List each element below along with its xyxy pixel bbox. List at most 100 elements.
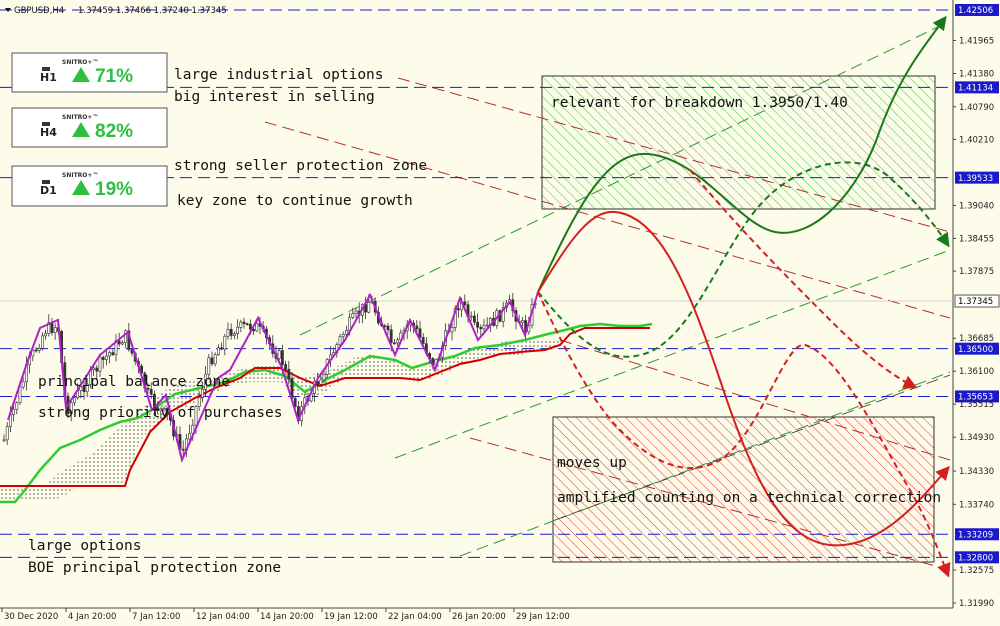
candle-body xyxy=(181,448,185,451)
indicator-box-frame xyxy=(11,107,168,148)
candle-body xyxy=(293,398,297,407)
price-tick-label: 1.38455 xyxy=(959,234,994,244)
kumo-red-line xyxy=(0,327,650,487)
price-tick-label: 1.34330 xyxy=(959,467,994,477)
annotation-balance-zone: principal balance zone xyxy=(38,374,230,390)
up-arrow-icon xyxy=(72,122,90,137)
indicator-box-icon xyxy=(42,180,50,184)
candle-body xyxy=(101,356,105,360)
candle-body xyxy=(476,321,480,328)
indicator-box-percent: 82% xyxy=(95,121,133,142)
price-axis-area xyxy=(953,0,1000,626)
candle-body xyxy=(108,352,112,357)
header-ohlc: 1.37459 1.37466 1.37240 1.37345 xyxy=(78,6,227,16)
candle-body xyxy=(421,337,425,345)
indicator-box-timeframe: H1 xyxy=(40,71,57,84)
price-tick-label: 1.36685 xyxy=(959,334,994,344)
candle-body xyxy=(44,333,48,337)
candle-body xyxy=(485,324,489,327)
candle-body xyxy=(456,308,460,311)
candle-body xyxy=(396,339,400,344)
price-tag-label: 1.39533 xyxy=(958,174,993,184)
annotations-layer: large industrial options big interest in… xyxy=(28,67,941,576)
candle-body xyxy=(92,367,96,370)
time-tick-label: 7 Jan 12:00 xyxy=(132,612,180,622)
candle-body xyxy=(34,349,38,352)
price-tag xyxy=(955,551,999,564)
candle-body xyxy=(117,340,121,345)
price-tick-label: 1.37875 xyxy=(959,267,994,277)
dropdown-triangle-icon[interactable] xyxy=(5,8,11,12)
zones-layer xyxy=(541,75,936,563)
bull-path-main xyxy=(537,15,947,293)
candle-body xyxy=(156,407,160,411)
indicator-box-h4: H4 SNITRO+™ 82% xyxy=(11,107,168,148)
candle-body xyxy=(389,329,393,344)
candle-body xyxy=(213,354,217,365)
annotation-boe-zone: BOE principal protection zone xyxy=(28,560,281,576)
red-channel-mid xyxy=(264,121,951,319)
price-tick-label: 1.40210 xyxy=(959,135,994,145)
price-tag-label: 1.42506 xyxy=(958,6,993,16)
up-arrow-icon xyxy=(72,67,90,82)
up-arrow-icon xyxy=(72,180,90,195)
candle-body xyxy=(220,347,224,350)
candle-body xyxy=(392,342,396,345)
price-tick-label: 1.35515 xyxy=(959,400,994,410)
candle-body xyxy=(204,373,208,390)
candle-body xyxy=(418,328,422,338)
red-channel-bottom xyxy=(469,437,951,571)
candle-body xyxy=(479,326,483,330)
candle-body xyxy=(95,367,99,372)
candle-body xyxy=(338,336,342,345)
green-channel-bottom xyxy=(459,371,951,557)
candle-body xyxy=(201,388,204,398)
price-tag-label: 1.32800 xyxy=(958,554,993,564)
candle-body xyxy=(2,439,6,442)
candle-body xyxy=(226,328,230,337)
candle-body xyxy=(210,357,214,365)
candle-body xyxy=(85,383,89,393)
candle-body xyxy=(207,357,211,375)
candle-body xyxy=(520,320,524,323)
indicator-box-percent: 19% xyxy=(95,179,133,200)
candle-body xyxy=(194,406,198,426)
forecast-layer xyxy=(537,15,951,578)
candle-body xyxy=(47,322,51,334)
candle-body xyxy=(284,364,288,370)
price-tag xyxy=(955,4,999,16)
indicator-box-percent: 71% xyxy=(95,66,133,87)
price-tag-label: 1.33209 xyxy=(958,530,993,540)
price-tag-label: 1.35653 xyxy=(958,393,993,403)
annotation-selling-interest: big interest in selling xyxy=(174,89,375,105)
candle-body xyxy=(287,368,291,379)
annotation-key-zone: key zone to continue growth xyxy=(177,193,413,209)
candle-body xyxy=(165,407,169,415)
candle-body xyxy=(82,386,86,393)
zigzag-line xyxy=(7,291,539,464)
current-price-tag xyxy=(954,294,1000,308)
green-channel-upper xyxy=(299,21,949,336)
price-tag xyxy=(955,342,999,355)
bear-path-alt-2 xyxy=(689,169,918,389)
candle-body xyxy=(236,327,240,335)
indicator-box-brand: SNITRO+™ xyxy=(62,59,98,66)
price-tag xyxy=(955,528,999,541)
price-tick-label: 1.34930 xyxy=(959,433,994,443)
price-tag xyxy=(955,390,999,403)
red-channel-lower xyxy=(559,339,951,461)
candle-body xyxy=(501,307,505,322)
trend-lines-layer xyxy=(264,21,951,571)
candle-body xyxy=(217,347,220,355)
annotation-purchase-priority: strong priority of purchases xyxy=(38,405,282,421)
candle-body xyxy=(450,327,454,333)
time-tick-label: 30 Dec 2020 xyxy=(4,612,58,622)
candle-body xyxy=(53,327,57,333)
green-channel-lower xyxy=(394,249,951,459)
price-tick-label: 1.40790 xyxy=(959,103,994,113)
price-tick-label: 1.32575 xyxy=(959,566,994,576)
indicator-box-h1: H1 SNITRO+™ 71% xyxy=(11,52,168,93)
indicator-box-frame xyxy=(11,52,168,93)
time-tick-label: 14 Jan 20:00 xyxy=(260,612,314,622)
